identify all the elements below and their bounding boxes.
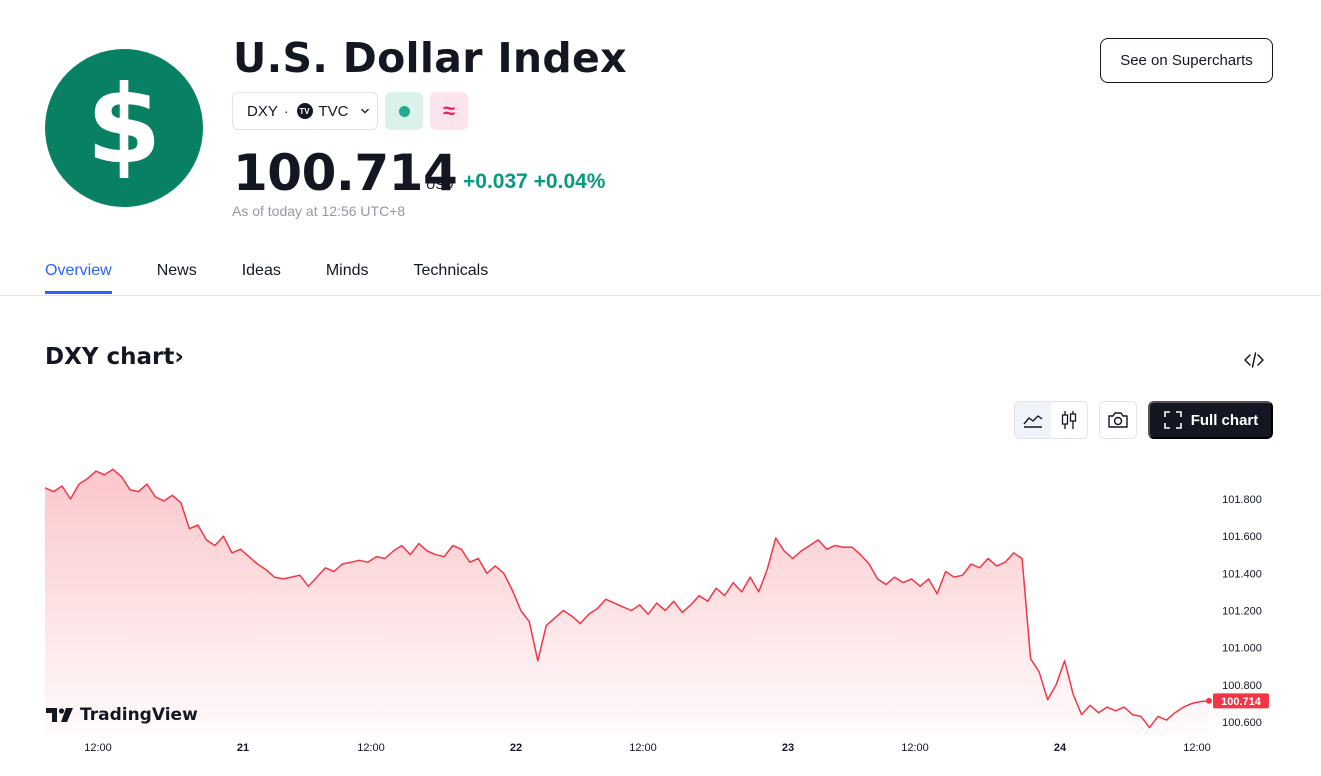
last-price-dot (1206, 697, 1212, 704)
chevron-down-icon (360, 108, 369, 114)
related-symbols-button[interactable]: ≈ (430, 92, 468, 130)
exchange-badge-icon: TV (296, 103, 313, 119)
price-line (44, 468, 1210, 729)
price-area-fill (45, 469, 1209, 735)
time-axis-tick: 22 (510, 742, 522, 754)
tab-news[interactable]: News (156, 262, 197, 279)
price-axis-tick: 100.600 (1222, 717, 1262, 729)
full-chart-label: Full chart (1190, 411, 1259, 429)
symbol-ticker: DXY (247, 102, 278, 120)
tradingview-branding[interactable]: TradingView (46, 705, 198, 725)
area-chart-icon (1023, 415, 1043, 428)
market-open-dot-icon (398, 105, 410, 117)
tab-ideas[interactable]: Ideas (241, 262, 281, 279)
snapshot-button[interactable] (1099, 401, 1137, 439)
embed-code-icon[interactable] (1242, 348, 1266, 372)
chevron-right-icon: › (174, 344, 184, 370)
price-axis-tick: 100.800 (1222, 680, 1262, 692)
price-chart[interactable]: 101.800 101.600 101.400 101.200 101.000 100.8… (0, 450, 1321, 776)
see-on-supercharts-button[interactable]: See on Supercharts (1100, 38, 1273, 83)
symbol-separator: · (283, 103, 289, 119)
price-axis-tick: 101.200 (1222, 606, 1262, 618)
tradingview-brand-text: TradingView (80, 705, 198, 725)
time-axis-tick: 12:00 (901, 742, 929, 754)
chart-section-title[interactable]: DXY chart› (45, 344, 184, 370)
tab-technicals[interactable]: Technicals (413, 262, 489, 279)
price-currency: USD (426, 177, 454, 192)
price-axis-tick: 101.800 (1222, 494, 1262, 506)
price-change-pct: +0.04% (533, 170, 606, 193)
area-chart-button[interactable] (1015, 402, 1051, 438)
time-axis-tick: 12:00 (357, 742, 385, 754)
time-axis: 12:00 21 12:00 22 12:00 23 12:00 24 12:00 (84, 742, 1211, 754)
market-open-button[interactable] (385, 92, 423, 130)
exchange-name: TVC (318, 102, 349, 120)
section-tabs: Overview News Ideas Minds Technicals (45, 262, 533, 294)
price-axis-tick: 101.000 (1222, 643, 1262, 655)
tab-minds[interactable]: Minds (325, 262, 369, 279)
candlestick-icon (1061, 411, 1077, 429)
tabs-divider (0, 295, 1321, 296)
full-chart-button[interactable]: Full chart (1148, 401, 1273, 439)
time-axis-tick: 24 (1054, 742, 1067, 754)
dollar-sign-logo: $ (86, 63, 162, 188)
symbol-selector[interactable]: DXY · TV TVC (232, 92, 378, 130)
last-price: 100.714 (233, 144, 458, 202)
price-change: +0.037 +0.04% (463, 170, 605, 194)
price-timestamp: As of today at 12:56 UTC+8 (232, 203, 406, 219)
tradingview-logo-icon (46, 708, 73, 722)
time-axis-tick: 12:00 (1183, 742, 1211, 754)
time-axis-tick: 12:00 (84, 742, 112, 754)
price-change-abs: +0.037 (463, 170, 528, 193)
time-axis-tick: 23 (782, 742, 794, 754)
price-axis-tick: 101.400 (1222, 568, 1262, 580)
last-price-tag-text: 100.714 (1221, 696, 1262, 708)
price-axis-tick: 101.600 (1222, 531, 1262, 543)
last-price-tag: 100.714 (1213, 693, 1269, 709)
camera-icon (1108, 412, 1128, 428)
price-axis: 101.800 101.600 101.400 101.200 101.000 100.8… (1222, 494, 1262, 729)
time-axis-tick: 21 (237, 742, 249, 754)
approx-equal-icon: ≈ (442, 98, 456, 123)
page-title: U.S. Dollar Index (233, 34, 627, 82)
fullscreen-icon (1163, 411, 1182, 429)
candles-chart-button[interactable] (1051, 402, 1087, 438)
symbol-logo: $ (45, 49, 203, 207)
chart-title-text: DXY chart (45, 344, 175, 370)
chart-style-toggle (1014, 401, 1088, 439)
tab-overview[interactable]: Overview (45, 262, 112, 294)
time-axis-tick: 12:00 (629, 742, 657, 754)
